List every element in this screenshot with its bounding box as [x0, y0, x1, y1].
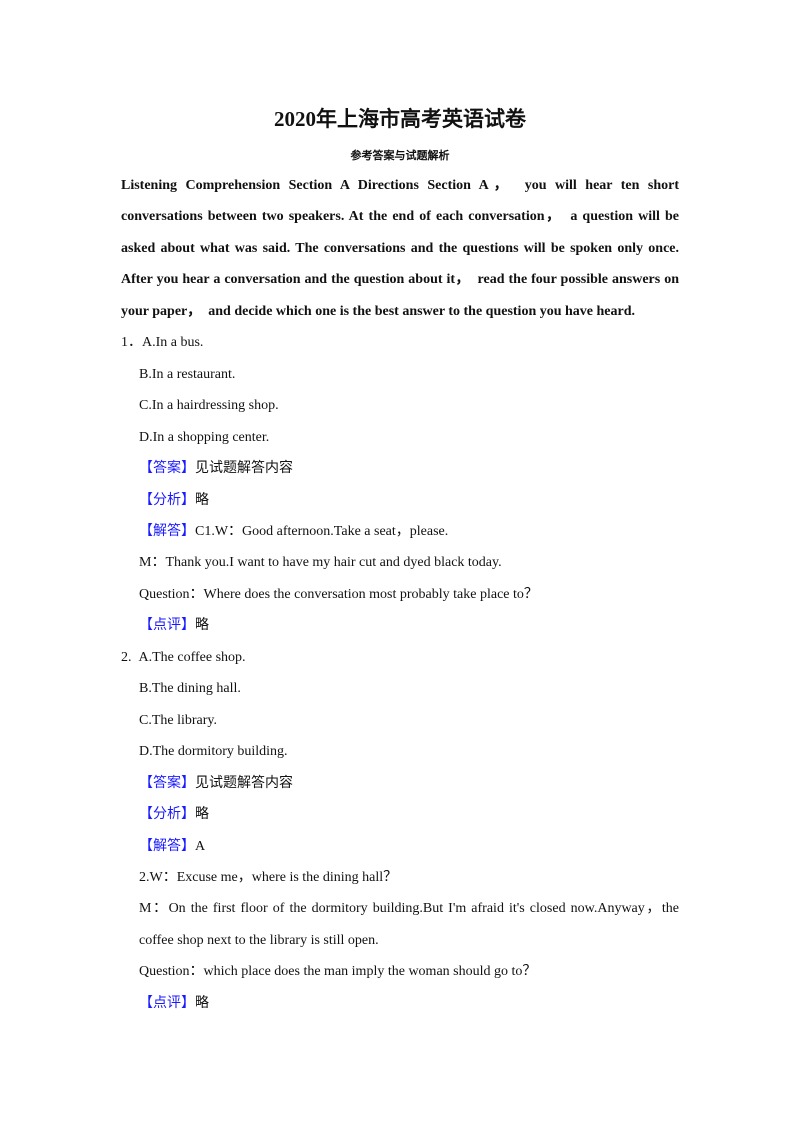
answer-text: 见试题解答内容 — [195, 461, 293, 477]
q2-dialogue-line-2: M：On the first floor of the dormitory bu… — [139, 901, 679, 948]
q2-answer: 【答案】见试题解答内容 — [121, 768, 679, 799]
comment-text: 略 — [195, 995, 209, 1011]
analysis-text: 略 — [195, 807, 209, 823]
question-2: 2. A.The coffee shop. B.The dining hall.… — [121, 642, 679, 1019]
q2-option-d: D.The dormitory building. — [139, 744, 288, 760]
q1-option-b: B.In a restaurant. — [139, 366, 236, 382]
document-title: 2020年上海市高考英语试卷 — [274, 107, 526, 131]
q1-option-d: D.In a shopping center. — [139, 429, 270, 445]
analysis-text: 略 — [195, 492, 209, 508]
q1-question-line: Question：Where does the conversation mos… — [139, 586, 538, 602]
q1-option-c: C.In a hairdressing shop. — [139, 398, 279, 414]
analysis-tag: 【分析】 — [139, 492, 195, 508]
q2-option-b: B.The dining hall. — [139, 681, 241, 697]
document-subtitle: 参考答案与试题解析 — [350, 149, 450, 162]
solution-tag: 【解答】 — [139, 838, 195, 854]
solution-text: C1.W：Good afternoon.Take a seat，please. — [195, 523, 449, 539]
comment-text: 略 — [195, 618, 209, 634]
solution-tag: 【解答】 — [139, 523, 195, 539]
answer-tag: 【答案】 — [139, 775, 195, 791]
comment-tag: 【点评】 — [139, 618, 195, 634]
analysis-tag: 【分析】 — [139, 807, 195, 823]
q2-option-a-text: A.The coffee shop. — [138, 649, 246, 665]
q2-solution: 【解答】A — [121, 831, 679, 862]
document-body: Listening Comprehension Section A Direct… — [121, 170, 679, 1019]
q1-analysis: 【分析】略 — [121, 485, 679, 516]
q1-answer: 【答案】见试题解答内容 — [121, 453, 679, 484]
q2-number: 2. — [121, 649, 132, 665]
comment-tag: 【点评】 — [139, 995, 195, 1011]
q2-analysis: 【分析】略 — [121, 799, 679, 830]
question-1: 1．A.In a bus. B.In a restaurant. C.In a … — [121, 327, 679, 642]
answer-tag: 【答案】 — [139, 461, 195, 477]
q2-dialogue-line-1: 2.W：Excuse me，where is the dining hall？ — [139, 869, 398, 885]
q2-option-c: C.The library. — [139, 712, 218, 728]
q2-comment: 【点评】略 — [121, 988, 679, 1019]
q1-number: 1． — [121, 335, 142, 351]
q1-solution: 【解答】C1.W：Good afternoon.Take a seat，plea… — [121, 516, 679, 547]
q1-dialogue-line: M：Thank you.I want to have my hair cut a… — [139, 555, 502, 571]
q2-option-a: 2. A.The coffee shop. — [121, 642, 679, 673]
solution-text: A — [195, 838, 206, 854]
q2-question-line: Question：which place does the man imply … — [139, 964, 537, 980]
q1-comment: 【点评】略 — [121, 610, 679, 641]
directions-paragraph: Listening Comprehension Section A Direct… — [121, 178, 679, 319]
q1-option-a-text: A.In a bus. — [142, 335, 204, 351]
q1-option-a: 1．A.In a bus. — [121, 327, 679, 358]
answer-text: 见试题解答内容 — [195, 775, 293, 791]
